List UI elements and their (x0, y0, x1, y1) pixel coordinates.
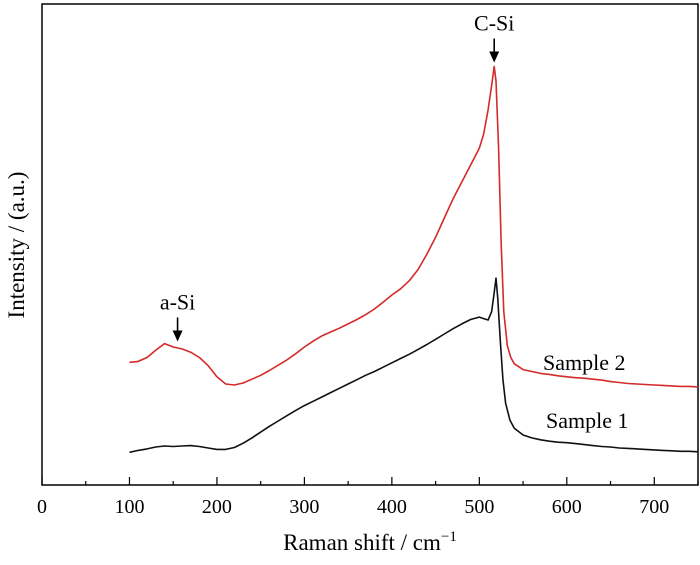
x-axis-ticks: 0 100 200 300 400 500 600 700 (37, 477, 699, 518)
series-label-sample-2: Sample 2 (543, 350, 626, 375)
x-tick-label: 600 (552, 496, 582, 518)
x-tick-label: 100 (114, 496, 144, 518)
annotation-arrow-head (172, 330, 183, 342)
annotation-label: a-Si (160, 290, 195, 315)
y-axis-title: Intensity / (a.u.) (4, 172, 29, 319)
series-line-sample-1 (129, 277, 699, 454)
series-line-sample-2 (129, 65, 699, 388)
x-tick-label: 700 (639, 496, 669, 518)
x-axis-title: Raman shift / cm−1 (283, 529, 457, 555)
series-layer (129, 65, 699, 454)
annotation-layer: C-Si a-Si (160, 11, 514, 342)
series-label-sample-1: Sample 1 (546, 408, 629, 433)
annotation-arrow-head (489, 51, 500, 63)
x-tick-label: 0 (37, 496, 47, 518)
plot-frame (41, 3, 699, 486)
x-tick-label: 200 (202, 496, 232, 518)
x-tick-label: 300 (289, 496, 319, 518)
annotation-label: C-Si (474, 11, 514, 36)
x-tick-label: 500 (464, 496, 494, 518)
x-tick-label: 400 (377, 496, 407, 518)
